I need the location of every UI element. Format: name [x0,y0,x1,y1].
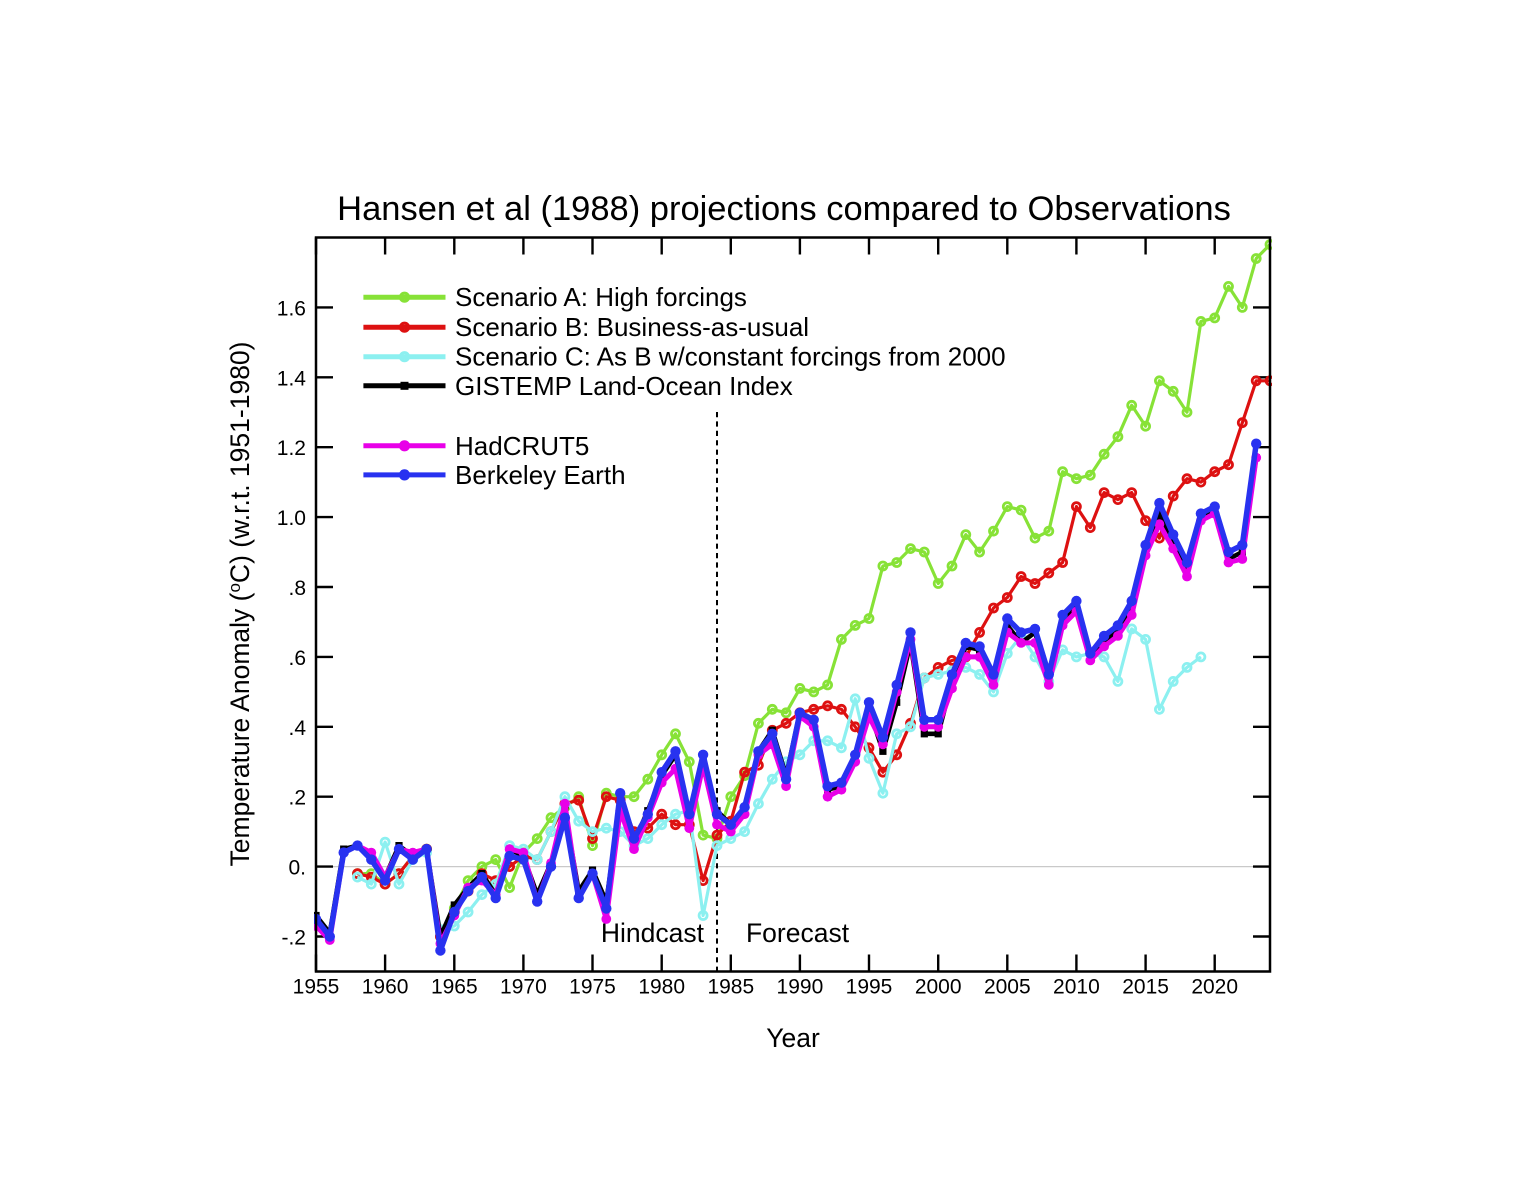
svg-text:Scenario A: High forcings: Scenario A: High forcings [455,282,747,312]
svg-text:1990: 1990 [777,976,824,999]
svg-text:HadCRUT5: HadCRUT5 [455,431,589,461]
svg-text:0.: 0. [288,857,306,880]
svg-text:1955: 1955 [293,976,340,999]
svg-text:Year: Year [766,1023,820,1053]
svg-text:.8: .8 [288,577,306,600]
svg-text:2000: 2000 [915,976,962,999]
svg-text:Hindcast: Hindcast [601,918,705,948]
svg-text:1995: 1995 [846,976,893,999]
svg-text:1.6: 1.6 [277,297,306,320]
svg-text:1980: 1980 [638,976,685,999]
svg-text:Scenario C: As B w/constant fo: Scenario C: As B w/constant forcings fro… [455,342,1006,372]
svg-text:.4: .4 [288,717,306,740]
svg-text:.6: .6 [288,647,306,670]
svg-text:2015: 2015 [1122,976,1169,999]
svg-text:1975: 1975 [569,976,616,999]
svg-text:Forecast: Forecast [746,918,850,948]
svg-text:.2: .2 [288,787,306,810]
svg-text:1960: 1960 [362,976,409,999]
svg-text:Temperature Anomaly (oC) (w.r.: Temperature Anomaly (oC) (w.r.t. 1951-19… [225,342,255,867]
svg-text:1970: 1970 [500,976,547,999]
svg-text:2010: 2010 [1053,976,1100,999]
svg-text:1.0: 1.0 [277,507,306,530]
svg-text:1.2: 1.2 [277,437,306,460]
svg-text:-.2: -.2 [281,927,306,950]
svg-text:1.4: 1.4 [277,367,307,390]
svg-text:Berkeley Earth: Berkeley Earth [455,460,626,490]
svg-text:2020: 2020 [1191,976,1238,999]
svg-text:Hansen et al (1988) projection: Hansen et al (1988) projections compared… [337,190,1231,228]
svg-text:Scenario B: Business-as-usual: Scenario B: Business-as-usual [455,312,809,342]
svg-text:2005: 2005 [984,976,1031,999]
svg-text:1965: 1965 [431,976,478,999]
svg-text:GISTEMP Land-Ocean Index: GISTEMP Land-Ocean Index [455,371,793,401]
svg-text:1985: 1985 [707,976,754,999]
